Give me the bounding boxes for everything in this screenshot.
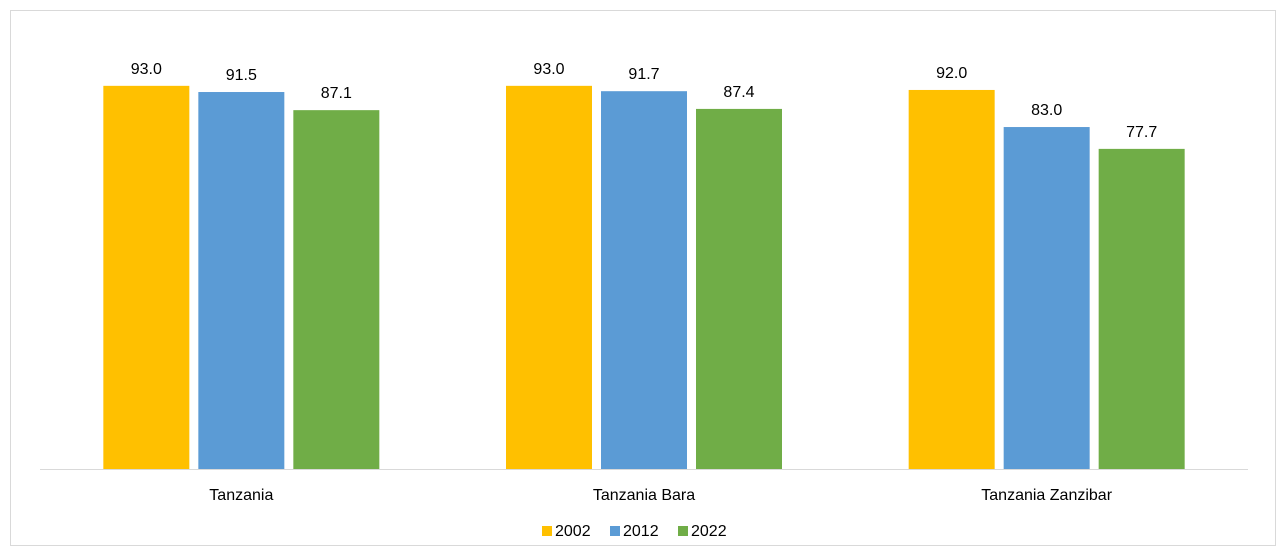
category-label-2: Tanzania Zanzibar: [981, 487, 1112, 504]
legend-swatch-2012: [610, 526, 620, 536]
data-label-2002-0: 93.0: [131, 61, 162, 78]
legend-label-2012: 2012: [623, 523, 659, 540]
bar-2012-1: [601, 91, 687, 470]
data-label-2012-2: 83.0: [1031, 102, 1062, 119]
bar-2022-0: [293, 110, 380, 469]
data-label-2002-2: 92.0: [936, 65, 967, 82]
data-label-2022-2: 77.7: [1126, 124, 1157, 141]
bar-2022-1: [696, 108, 782, 470]
data-label-2022-0: 87.1: [321, 85, 352, 102]
legend-swatch-2002: [542, 526, 552, 536]
category-labels-layer: Tanzania Tanzania Bara Tanzania Zanzibar: [209, 487, 1112, 504]
bar-2012-2: [1003, 127, 1090, 469]
category-label-1: Tanzania Bara: [593, 487, 695, 504]
bars-layer: [103, 85, 1185, 470]
bar-2022-2: [1098, 148, 1185, 469]
legend-label-2022: 2022: [691, 523, 727, 540]
legend: 2002 2012 2022: [542, 523, 727, 540]
data-labels-layer: 93.0 91.5 87.1 93.0 91.7 87.4 92.0 83.0 77.7: [131, 61, 1158, 141]
data-label-2012-0: 91.5: [226, 67, 257, 84]
bar-2002-2: [908, 89, 995, 470]
category-label-0: Tanzania: [209, 487, 273, 504]
bar-2002-1: [506, 85, 592, 469]
legend-swatch-2022: [678, 526, 688, 536]
data-label-2002-1: 93.0: [533, 61, 564, 78]
data-label-2012-1: 91.7: [628, 66, 659, 83]
legend-label-2002: 2002: [555, 523, 591, 540]
bar-2002-0: [103, 85, 190, 469]
data-label-2022-1: 87.4: [723, 84, 754, 101]
bar-2012-0: [198, 92, 285, 470]
